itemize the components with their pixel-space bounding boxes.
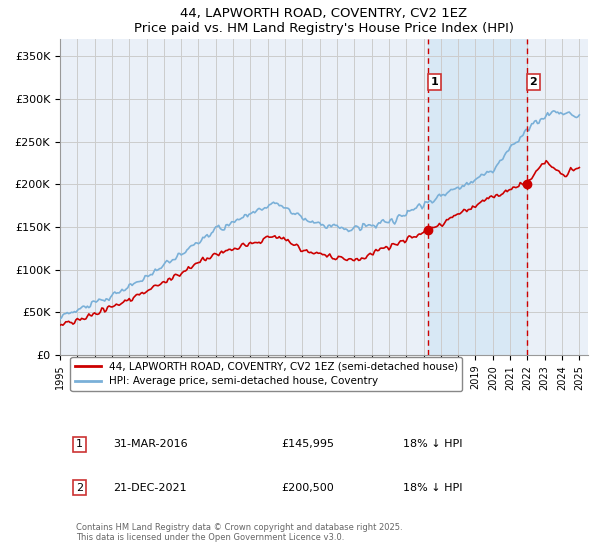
- Text: 31-MAR-2016: 31-MAR-2016: [113, 440, 187, 449]
- Text: £145,995: £145,995: [282, 440, 335, 449]
- Text: £200,500: £200,500: [282, 483, 335, 493]
- Text: 18% ↓ HPI: 18% ↓ HPI: [403, 483, 463, 493]
- Text: 2: 2: [529, 77, 537, 87]
- Text: 1: 1: [430, 77, 438, 87]
- Text: Contains HM Land Registry data © Crown copyright and database right 2025.
This d: Contains HM Land Registry data © Crown c…: [76, 523, 403, 543]
- Text: 1: 1: [76, 440, 83, 449]
- Text: 18% ↓ HPI: 18% ↓ HPI: [403, 440, 463, 449]
- Text: 21-DEC-2021: 21-DEC-2021: [113, 483, 187, 493]
- Title: 44, LAPWORTH ROAD, COVENTRY, CV2 1EZ
Price paid vs. HM Land Registry's House Pri: 44, LAPWORTH ROAD, COVENTRY, CV2 1EZ Pri…: [134, 7, 514, 35]
- Text: 2: 2: [76, 483, 83, 493]
- Bar: [428, 39, 527, 355]
- Legend: 44, LAPWORTH ROAD, COVENTRY, CV2 1EZ (semi-detached house), HPI: Average price, : 44, LAPWORTH ROAD, COVENTRY, CV2 1EZ (se…: [70, 357, 463, 390]
